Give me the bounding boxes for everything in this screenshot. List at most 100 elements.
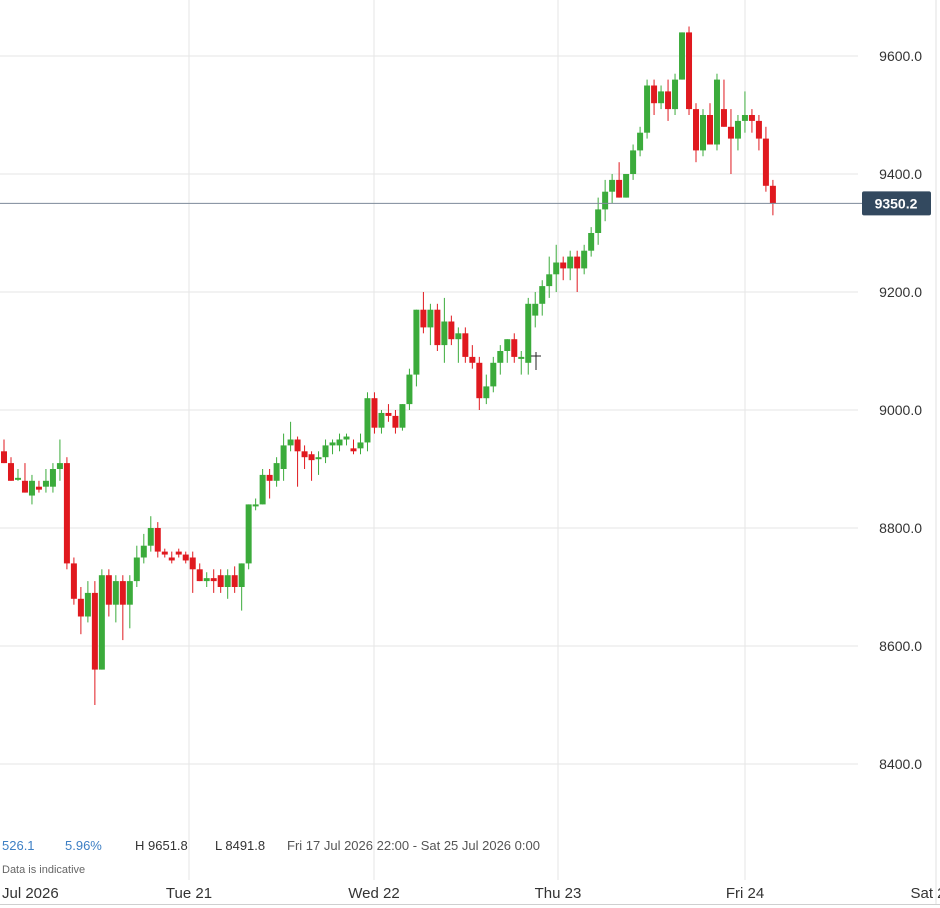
candle-body	[119, 581, 126, 605]
candle-body	[427, 309, 434, 328]
candle-down	[266, 469, 273, 499]
candle-down	[686, 26, 693, 115]
candle-down	[154, 522, 161, 558]
candle-body	[84, 592, 91, 617]
candle-body	[252, 504, 259, 507]
candle-body	[574, 256, 581, 269]
candle-up	[357, 433, 364, 455]
candle-up	[203, 572, 210, 587]
candle-body	[7, 463, 14, 481]
candle-down	[469, 345, 476, 369]
candle-body	[378, 412, 385, 428]
candle-up	[455, 327, 462, 363]
candle-body	[539, 286, 546, 304]
candle-down	[77, 587, 84, 635]
candle-down	[217, 569, 224, 593]
candle-body	[287, 439, 294, 446]
candle-body	[315, 457, 322, 460]
candle-body	[762, 138, 769, 186]
candle-down	[196, 563, 203, 582]
candle-down	[420, 292, 427, 334]
candle-down	[762, 126, 769, 192]
candle-body	[105, 575, 112, 605]
candle-down	[371, 392, 378, 434]
candle-up	[581, 244, 588, 275]
y-tick-label: 9600.0	[879, 48, 922, 64]
candle-up	[245, 504, 252, 570]
candle-body	[748, 115, 755, 121]
candle-body	[147, 528, 154, 546]
candle-body	[741, 115, 748, 121]
candles	[1, 26, 776, 705]
candle-body	[182, 554, 189, 561]
candle-up	[378, 410, 385, 434]
candle-body	[49, 469, 56, 487]
candle-up	[637, 126, 644, 157]
candle-body	[329, 442, 336, 446]
candle-down	[755, 115, 762, 151]
candle-down	[189, 551, 196, 593]
candle-body	[630, 150, 637, 174]
candle-up	[497, 345, 504, 375]
candle-down	[63, 457, 70, 570]
candle-up	[525, 297, 532, 375]
candle-down	[350, 439, 357, 455]
price-tag	[862, 191, 931, 216]
candle-down	[35, 480, 42, 493]
candle-down	[105, 569, 112, 617]
candle-body	[644, 85, 651, 133]
low-value: L 8491.8	[215, 838, 266, 853]
price-change-percent: 5.96%	[65, 838, 102, 853]
candle-body	[77, 598, 84, 617]
candle-body	[672, 79, 679, 110]
x-tick-label: Sat 2	[910, 885, 940, 902]
candle-body	[336, 439, 343, 446]
y-tick-label: 9200.0	[879, 284, 922, 300]
candle-body	[448, 321, 455, 340]
candle-body	[483, 386, 490, 399]
candle-body	[350, 448, 357, 452]
candle-down	[769, 179, 776, 216]
candle-body	[441, 321, 448, 346]
candle-body	[755, 120, 762, 139]
candle-up	[336, 433, 343, 452]
candle-body	[700, 115, 706, 151]
candle-down	[706, 103, 713, 145]
candle-down	[21, 463, 28, 493]
candle-up	[140, 533, 147, 564]
candle-body	[665, 91, 672, 110]
candle-body	[637, 132, 644, 151]
candle-up	[427, 303, 434, 346]
candle-body	[455, 333, 462, 340]
x-tick-label: Wed 22	[348, 885, 399, 902]
candle-up	[399, 404, 406, 431]
candle-up	[42, 469, 49, 493]
candle-down	[720, 79, 727, 127]
candle-body	[322, 445, 329, 458]
candle-body	[399, 404, 406, 428]
candle-body	[713, 79, 720, 145]
candle-up	[84, 581, 91, 623]
candle-up	[252, 498, 259, 511]
candle-up	[741, 91, 748, 133]
candle-body	[532, 303, 539, 316]
candle-body	[679, 32, 686, 80]
candle-body	[588, 233, 595, 251]
stats-bar: 526.1 5.96% H 9651.8 L 8491.8 Fri 17 Jul…	[2, 838, 540, 853]
candle-down	[392, 410, 399, 434]
candle-up	[644, 79, 651, 139]
candle-body	[98, 575, 105, 670]
candle-body	[175, 551, 182, 555]
candle-up	[273, 457, 280, 487]
candle-down	[70, 557, 77, 605]
candle-up	[567, 250, 574, 281]
candle-up	[602, 179, 609, 222]
candle-down	[693, 103, 700, 163]
candle-body	[385, 412, 392, 416]
candle-body	[609, 179, 616, 192]
candle-up	[483, 374, 490, 405]
candle-body	[769, 185, 776, 204]
candle-body	[567, 256, 574, 269]
candle-body	[476, 362, 483, 399]
